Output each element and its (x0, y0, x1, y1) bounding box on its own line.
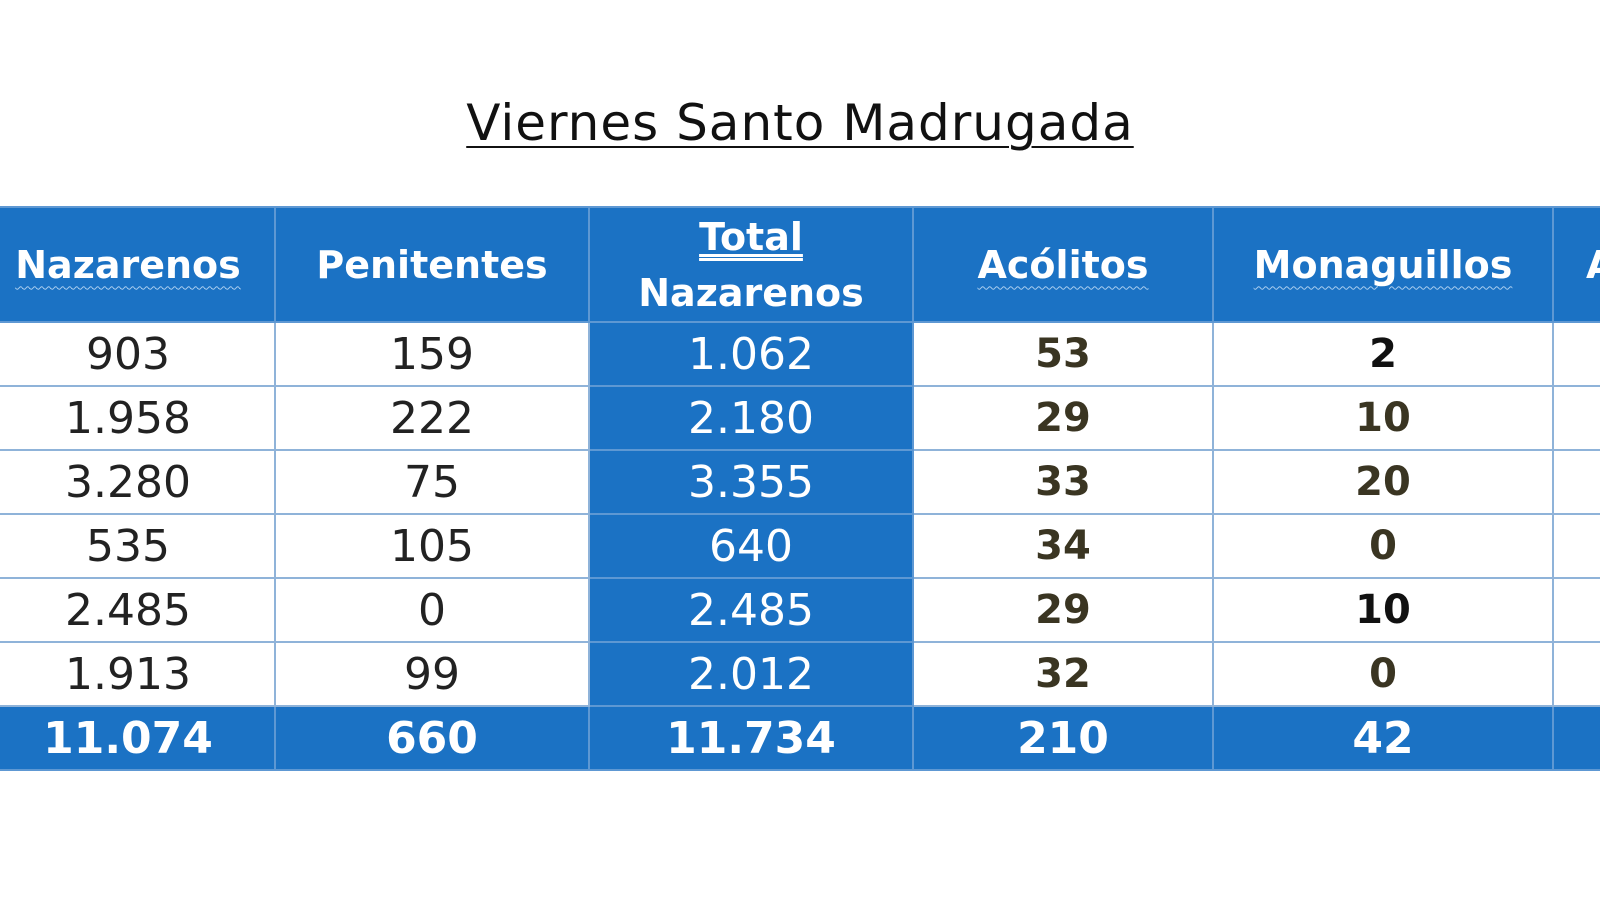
header-monaguillos-label: Monaguillos (1253, 242, 1513, 287)
cell-nazarenos: 3.280 (0, 449, 276, 515)
cell-cut-off (1552, 385, 1600, 451)
cell-cut-off (1552, 641, 1600, 707)
header-total-nazarenos: Total Nazarenos (588, 206, 914, 323)
cell-penitentes: 105 (274, 513, 590, 579)
cell-acolitos: 34 (912, 513, 1214, 579)
cell-total: 2.180 (588, 385, 914, 451)
header-cut-off-label: A (1586, 237, 1600, 293)
cell-monaguillos: 2 (1212, 321, 1554, 387)
total-penitentes: 660 (274, 705, 590, 771)
cell-cut-off (1552, 321, 1600, 387)
stats-table-container: Nazarenos Penitentes Total Nazarenos Acó… (0, 206, 1600, 786)
header-total-line2: Nazarenos (638, 270, 864, 315)
header-cut-off: A (1552, 206, 1600, 323)
header-nazarenos: Nazarenos (0, 206, 276, 323)
table-row: 3.280 75 3.355 33 20 (0, 449, 1600, 515)
cell-acolitos: 53 (912, 321, 1214, 387)
header-penitentes: Penitentes (274, 206, 590, 323)
cell-monaguillos: 0 (1212, 513, 1554, 579)
cell-total: 3.355 (588, 449, 914, 515)
cell-cut-off (1552, 449, 1600, 515)
cell-acolitos: 32 (912, 641, 1214, 707)
cell-monaguillos: 10 (1212, 577, 1554, 643)
total-monaguillos: 42 (1212, 705, 1554, 771)
totals-row: 11.074 660 11.734 210 42 (0, 705, 1600, 771)
cell-acolitos: 29 (912, 577, 1214, 643)
cell-nazarenos: 903 (0, 321, 276, 387)
page-title: Viernes Santo Madrugada (0, 88, 1600, 158)
cell-acolitos: 33 (912, 449, 1214, 515)
header-total-line1: Total (699, 214, 803, 259)
header-acolitos-label: Acólitos (977, 242, 1149, 287)
cell-penitentes: 75 (274, 449, 590, 515)
cell-total: 1.062 (588, 321, 914, 387)
table-row: 535 105 640 34 0 (0, 513, 1600, 579)
table-row: 1.958 222 2.180 29 10 (0, 385, 1600, 451)
cell-acolitos: 29 (912, 385, 1214, 451)
header-nazarenos-label: Nazarenos (15, 242, 241, 287)
table-row: 2.485 0 2.485 29 10 (0, 577, 1600, 643)
cell-monaguillos: 0 (1212, 641, 1554, 707)
table-row: 1.913 99 2.012 32 0 (0, 641, 1600, 707)
total-cut-off (1552, 705, 1600, 771)
stats-table: Nazarenos Penitentes Total Nazarenos Acó… (0, 206, 1600, 771)
table-row: 903 159 1.062 53 2 (0, 321, 1600, 387)
cell-penitentes: 99 (274, 641, 590, 707)
cell-nazarenos: 2.485 (0, 577, 276, 643)
cell-nazarenos: 1.958 (0, 385, 276, 451)
cell-total: 2.485 (588, 577, 914, 643)
cell-penitentes: 0 (274, 577, 590, 643)
cell-penitentes: 159 (274, 321, 590, 387)
header-penitentes-label: Penitentes (316, 242, 548, 287)
cell-penitentes: 222 (274, 385, 590, 451)
header-monaguillos: Monaguillos (1212, 206, 1554, 323)
total-nazarenos: 11.074 (0, 705, 276, 771)
cell-nazarenos: 535 (0, 513, 276, 579)
cell-total: 640 (588, 513, 914, 579)
cell-monaguillos: 20 (1212, 449, 1554, 515)
cell-cut-off (1552, 577, 1600, 643)
total-total-nazarenos: 11.734 (588, 705, 914, 771)
cell-total: 2.012 (588, 641, 914, 707)
cell-nazarenos: 1.913 (0, 641, 276, 707)
header-acolitos: Acólitos (912, 206, 1214, 323)
total-acolitos: 210 (912, 705, 1214, 771)
cell-monaguillos: 10 (1212, 385, 1554, 451)
cell-cut-off (1552, 513, 1600, 579)
page-title-text: Viernes Santo Madrugada (466, 94, 1134, 152)
table-header-row: Nazarenos Penitentes Total Nazarenos Acó… (0, 206, 1600, 323)
